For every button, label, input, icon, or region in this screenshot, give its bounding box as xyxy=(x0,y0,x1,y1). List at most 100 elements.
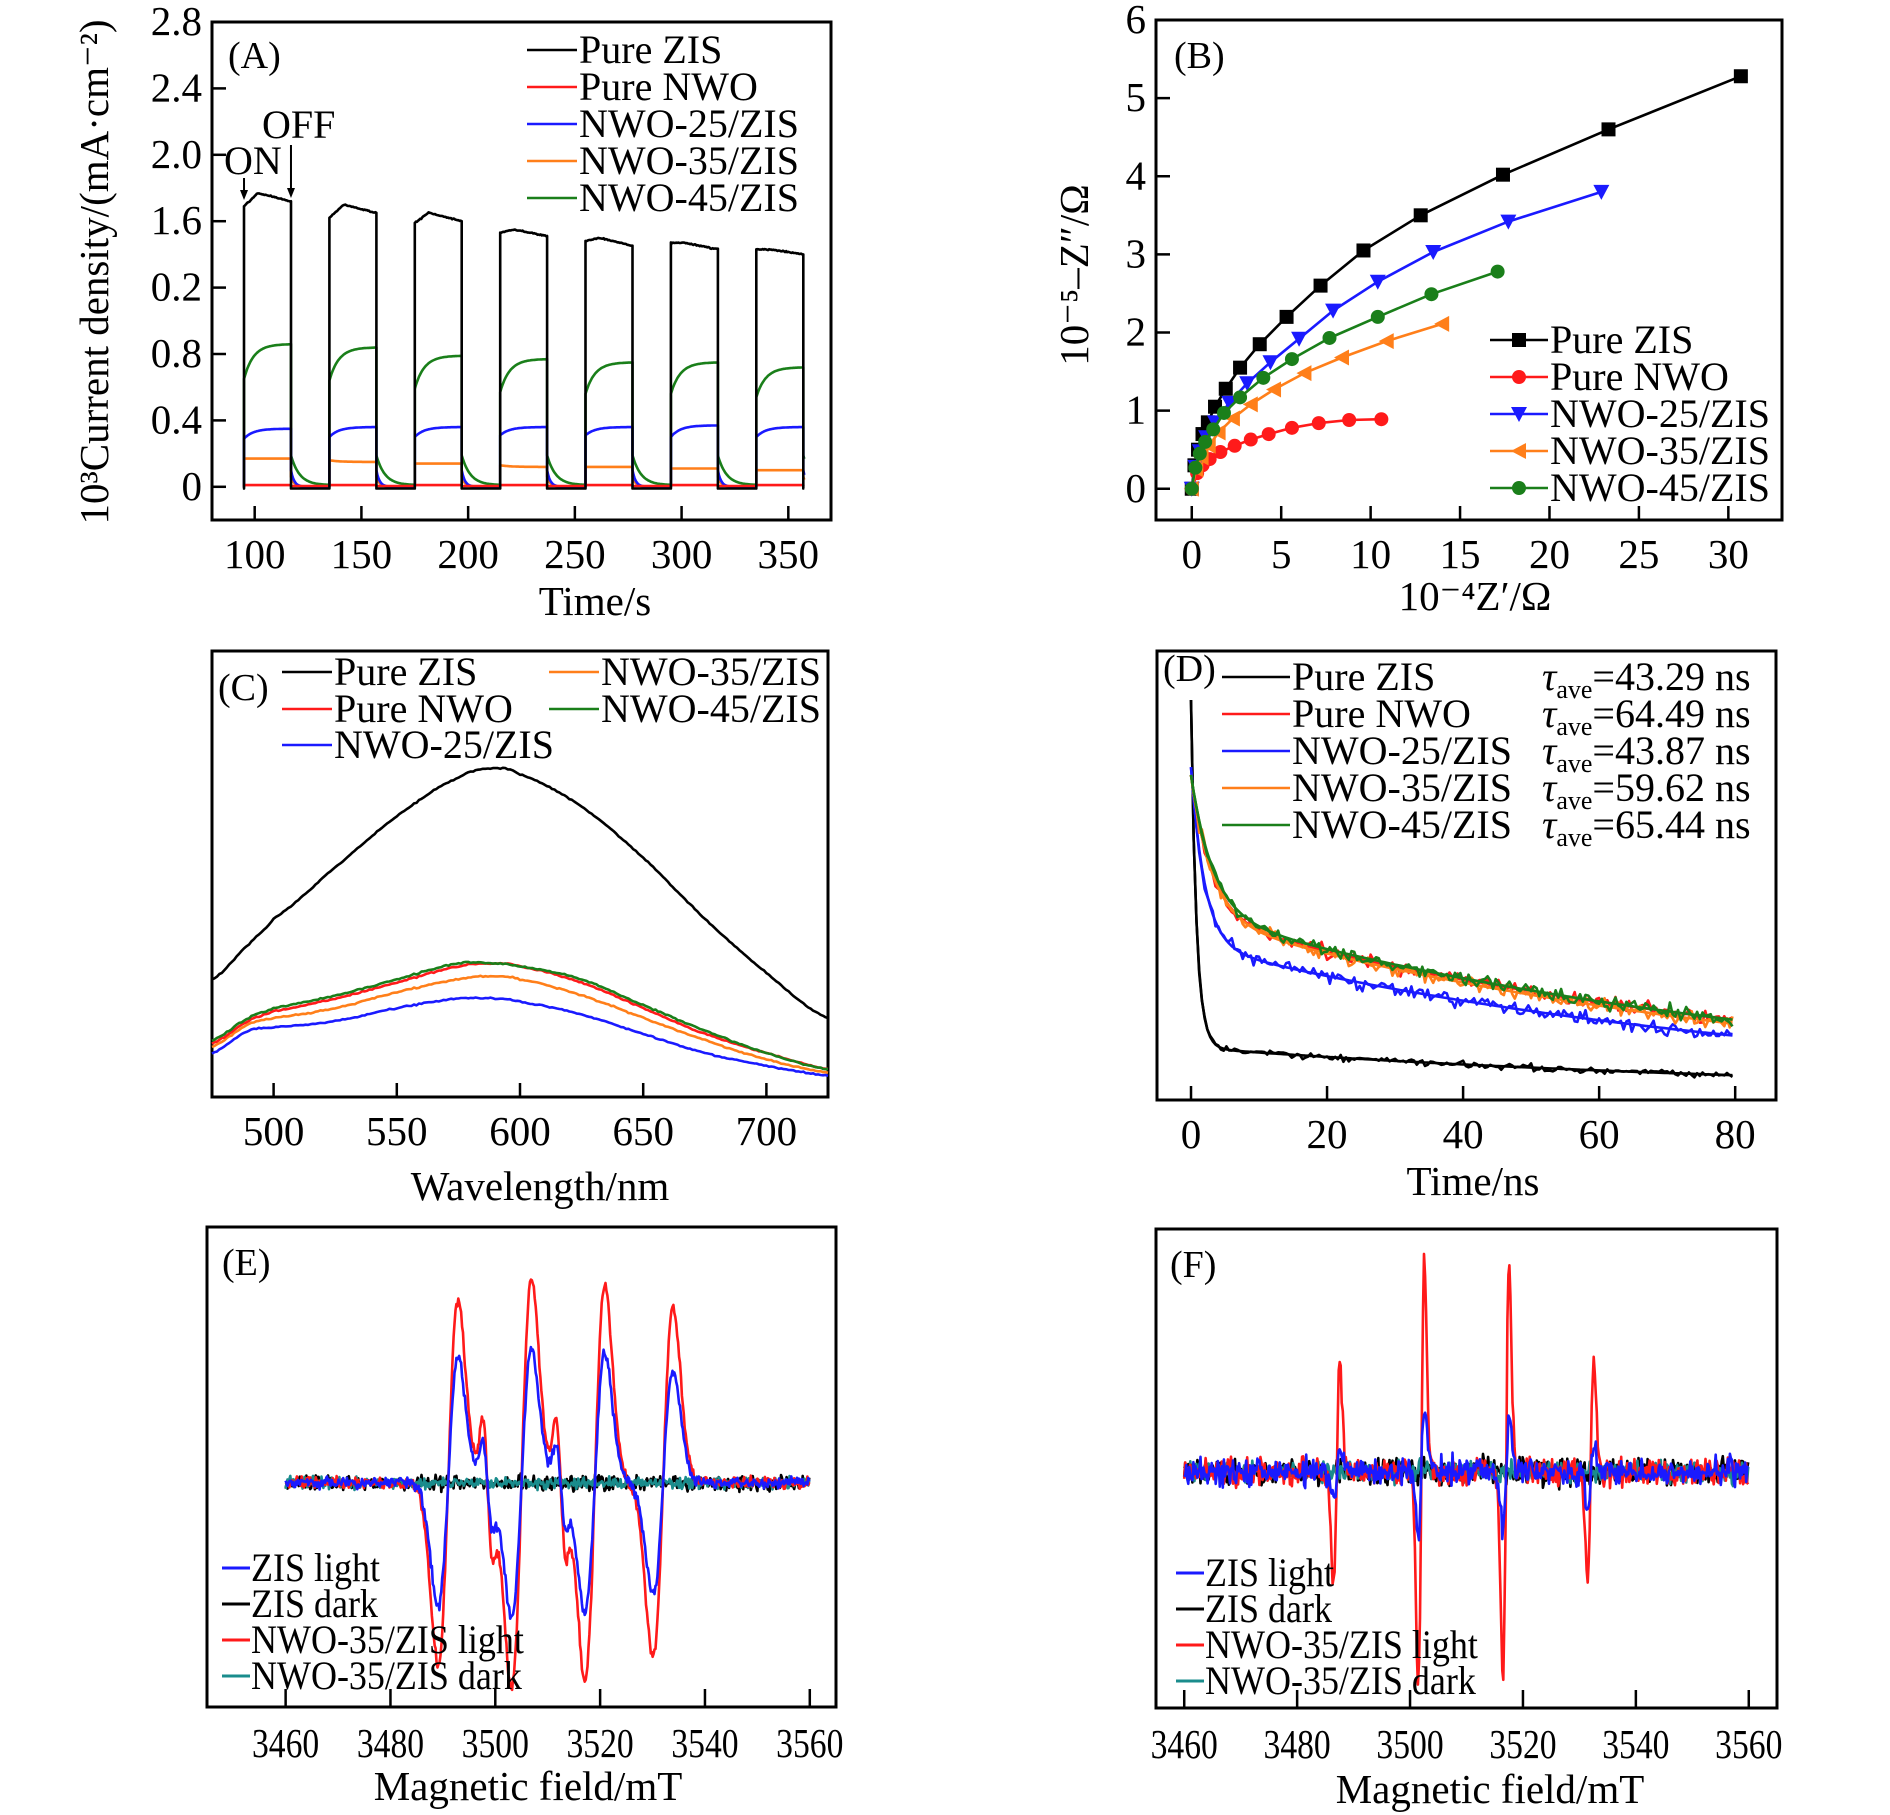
legend-nwo-25-zis-tau: τave=43.87 ns xyxy=(1542,728,1751,778)
y-tick-label: 2.4 xyxy=(151,64,202,110)
x-tick-label: 3560 xyxy=(1715,1723,1782,1768)
series-nwo-45-zis-point xyxy=(1233,390,1248,405)
panel-c-pl-spectra: (C) Wavelength/nm 500 550 600 650 700 Pure ZI… xyxy=(210,649,830,1209)
legend-nwo-35-zis-dark-label: NWO-35/ZIS dark xyxy=(251,1654,523,1698)
x-tick-label: 3460 xyxy=(1151,1723,1218,1768)
series-nwo-25-zis-point xyxy=(1425,245,1442,261)
series-pure-zis xyxy=(211,766,829,1020)
series-pure-zis xyxy=(242,192,805,490)
x-tick-label: 100 xyxy=(224,531,286,577)
legend-nwo-35-zis-dark-label: NWO-35/ZIS dark xyxy=(1205,1659,1477,1703)
x-tick-label: 3500 xyxy=(1376,1723,1443,1768)
x-tick-label: 40 xyxy=(1443,1111,1484,1157)
legend-pure-zis-label: Pure ZIS xyxy=(334,649,477,694)
legend-nwo-25-zis-label: NWO-25/ZIS xyxy=(579,101,799,146)
panel-e-epr-dmpo-o2: (E) Magnetic field/mT 3460 3480 3500 3520 35… xyxy=(205,1225,843,1809)
legend-pure-nwo-label: Pure NWO xyxy=(579,64,758,109)
series-nwo-25-zis-point xyxy=(1369,274,1386,290)
panel-f-xlabel: Magnetic field/mT xyxy=(1336,1766,1645,1812)
y-tick-label: 1.6 xyxy=(151,197,202,243)
series-pure-zis-point xyxy=(1252,337,1267,352)
series-nwo-45-zis-point xyxy=(1206,422,1221,437)
series-nwo-35-zis xyxy=(211,974,829,1075)
panel-f-epr-dmpo-oh: (F) Magnetic field/mT 3460 3480 3500 3520 35… xyxy=(1151,1227,1782,1812)
x-tick-label: 350 xyxy=(758,531,820,577)
panel-b-nyquist: (B) 10⁻⁴Z′/Ω 10⁻⁵–Z″/Ω 0 5 10 15 20 25 30 0 1 2 3 4… xyxy=(1051,0,1784,619)
legend-nwo-45-zis-tau: τave=65.44 ns xyxy=(1542,802,1751,852)
series-nwo-45-zis-point xyxy=(1256,370,1271,385)
legend-nwo-35-zis-light-label: NWO-35/ZIS light xyxy=(251,1618,524,1662)
x-tick-label: 3460 xyxy=(252,1722,319,1767)
series-nwo-45-zis-point xyxy=(1284,352,1299,367)
series-nwo-25-zis-point xyxy=(1221,395,1238,411)
series-nwo-35-zis-point xyxy=(1434,315,1450,332)
series-pure-nwo-point xyxy=(1213,445,1228,460)
legend-nwo-35-zis-light-label: NWO-35/ZIS light xyxy=(1205,1623,1478,1667)
legend-nwo-35-zis-tau: τave=59.62 ns xyxy=(1542,765,1751,815)
series-nwo-35-zis xyxy=(242,457,806,489)
x-tick-label: 0 xyxy=(1182,531,1203,577)
x-tick-label: 250 xyxy=(544,531,606,577)
series-zis-light xyxy=(1183,1411,1749,1542)
series-pure-nwo-point xyxy=(1342,413,1357,427)
legend-zis-light-label: ZIS light xyxy=(1205,1551,1334,1595)
x-tick-label: 650 xyxy=(612,1108,674,1154)
panel-e-frame xyxy=(205,1225,838,1709)
panel-a-frame xyxy=(210,20,833,522)
legend-nwo-35-zis-label: NWO-35/ZIS xyxy=(579,138,799,183)
y-tick-label: 5 xyxy=(1126,74,1147,120)
x-tick-label: 20 xyxy=(1529,531,1570,577)
legend-nwo-35-zis-label: NWO-35/ZIS xyxy=(601,649,821,694)
x-tick-label: 3520 xyxy=(1489,1723,1556,1768)
annotation-off: OFF xyxy=(262,102,335,147)
legend-pure-zis-label: Pure ZIS xyxy=(1550,317,1693,362)
series-nwo-25-zis-fit xyxy=(1189,766,1733,1037)
y-tick-label: 0.4 xyxy=(151,396,202,442)
legend-nwo-25-zis-label: NWO-25/ZIS xyxy=(1292,728,1512,773)
panel-e-label: (E) xyxy=(222,1242,271,1284)
series-pure-zis-point xyxy=(1233,360,1248,375)
panel-a-label: (A) xyxy=(228,35,281,77)
legend-nwo-45-zis-label: NWO-45/ZIS xyxy=(601,686,821,731)
series-nwo-45-zis-point xyxy=(1490,264,1505,279)
series-nwo-45-zis-point xyxy=(1198,434,1213,449)
panel-f-label: (F) xyxy=(1170,1244,1216,1286)
panel-d-trpl: (D) Time/ns 0 20 40 60 80 Pure ZIS τave=43.29 … xyxy=(1155,648,1778,1204)
legend-pure-zis-tau: τave=43.29 ns xyxy=(1542,654,1751,704)
series-pure-nwo-point xyxy=(1243,432,1258,447)
panel-a-ylabel: 10³Current density/(mA·cm⁻²) xyxy=(71,19,117,524)
panel-b-frame xyxy=(1154,18,1784,522)
y-tick-label: 0 xyxy=(182,463,203,509)
legend-nwo-25-zis-marker xyxy=(1511,407,1527,422)
legend-pure-zis-label: Pure ZIS xyxy=(1292,654,1435,699)
x-tick-label: 25 xyxy=(1618,531,1659,577)
off-arrow-head xyxy=(286,188,295,198)
legend-nwo-45-zis-label: NWO-45/ZIS xyxy=(579,175,799,220)
x-tick-label: 5 xyxy=(1271,531,1292,577)
legend-pure-nwo-marker xyxy=(1512,370,1526,384)
series-nwo-45-zis-point xyxy=(1188,460,1203,475)
x-tick-label: 30 xyxy=(1708,531,1749,577)
legend-zis-dark-label: ZIS dark xyxy=(1205,1587,1333,1631)
y-tick-label: 2.0 xyxy=(151,131,202,177)
y-tick-label: 3 xyxy=(1126,230,1147,276)
x-tick-label: 80 xyxy=(1715,1111,1756,1157)
legend-pure-nwo-label: Pure NWO xyxy=(1292,691,1471,736)
series-nwo-35-zis-point xyxy=(1224,410,1240,427)
x-tick-label: 200 xyxy=(437,531,499,577)
panel-c-label: (C) xyxy=(218,667,269,709)
y-tick-label: 0 xyxy=(1126,465,1147,511)
panel-b-ylabel: 10⁻⁵–Z″/Ω xyxy=(1051,184,1097,365)
series-nwo-45-zis-fit xyxy=(1189,774,1733,1021)
legend-nwo-35-zis-marker xyxy=(1511,443,1526,459)
x-tick-label: 15 xyxy=(1440,531,1481,577)
x-tick-label: 600 xyxy=(489,1108,551,1154)
y-tick-label: 0.8 xyxy=(151,330,202,376)
legend-pure-zis-label: Pure ZIS xyxy=(579,27,722,72)
series-pure-zis-point xyxy=(1313,278,1328,293)
series-nwo-45-zis-point xyxy=(1192,446,1207,461)
legend-nwo-35-zis-label: NWO-35/ZIS xyxy=(1550,428,1770,473)
x-tick-label: 500 xyxy=(243,1108,305,1154)
series-nwo-25-zis-point xyxy=(1593,184,1610,200)
series-nwo-25-zis-point xyxy=(1325,303,1342,319)
